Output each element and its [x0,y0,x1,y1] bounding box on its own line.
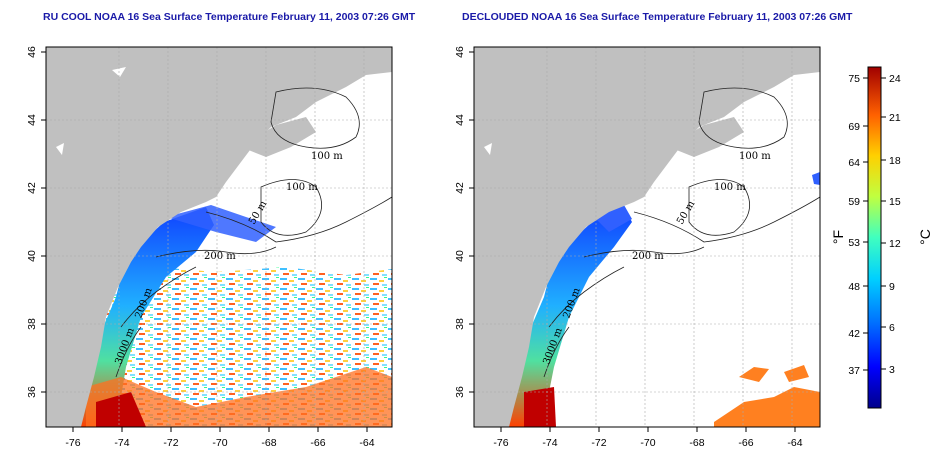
contour-label: 200 m [632,251,664,262]
sst-shelf-data [594,205,632,232]
lat-tick-label: 46 [454,46,466,58]
lat-tick-label: 44 [26,114,38,126]
lat-tick-label: 44 [454,114,466,126]
sst-warm-water [86,367,392,427]
sst-coastal-data [76,207,214,427]
contour-label: 200 m [204,251,236,262]
celsius-tick: 18 [889,155,901,167]
celsius-tick: 24 [889,73,901,85]
lat-tick-label: 46 [26,46,38,58]
colorbar-gradient [867,66,882,409]
lat-lon-grid [46,47,392,427]
right-y-axis: 36 38 40 42 44 46 [454,46,474,398]
celsius-tick: 15 [889,196,901,208]
sst-warm-patch [739,367,769,382]
sst-shelf-data [166,205,276,242]
lon-tick-label: -74 [542,437,557,449]
lat-tick-label: 36 [26,386,38,398]
left-x-axis: -76 -74 -72 -70 -68 -66 -64 [65,427,375,449]
lon-tick-label: -72 [591,437,606,449]
celsius-tick: 9 [889,281,895,293]
fahrenheit-tick: 37 [848,365,860,377]
lon-tick-label: -70 [212,437,227,449]
lat-tick-label: 42 [454,182,466,194]
fahrenheit-tick: 64 [848,157,860,169]
fahrenheit-tick: 53 [848,237,860,249]
sst-coastal-data [504,207,632,427]
lon-tick-label: -64 [359,437,374,449]
contour-label: 100 m [286,182,318,193]
map-frame [473,46,821,428]
celsius-tick: 21 [889,112,901,124]
celsius-unit-label: °C [917,229,933,245]
sst-warm-patch [714,387,820,427]
land-mass [46,47,392,427]
lon-tick-label: -68 [261,437,276,449]
temperature-colorbar: 75 69 64 59 53 48 42 37 24 21 18 15 12 9… [830,66,933,409]
nova-scotia-land [669,117,744,157]
lon-tick-label: -66 [738,437,753,449]
lat-tick-label: 36 [454,386,466,398]
fahrenheit-tick: 42 [848,328,860,340]
lon-tick-label: -68 [689,437,704,449]
lat-lon-grid [474,47,820,427]
contour-label: 100 m [739,151,771,162]
lon-tick-label: -76 [493,437,508,449]
fahrenheit-unit-label: °F [830,230,846,244]
fahrenheit-tick: 69 [848,121,860,133]
celsius-tick: 6 [889,322,895,334]
map-frame [45,46,393,428]
depth-contours [543,87,821,378]
lake-shape [484,143,492,155]
lat-tick-label: 42 [26,182,38,194]
fahrenheit-tick: 48 [848,281,860,293]
contour-label: 100 m [714,182,746,193]
fahrenheit-tick: 75 [848,73,860,85]
lat-tick-label: 40 [26,250,38,262]
land-mass [474,47,820,427]
depth-contours [115,87,393,378]
contour-label: 100 m [311,151,343,162]
lon-tick-label: -72 [163,437,178,449]
lake-shape [56,143,64,155]
celsius-tick: 12 [889,238,901,250]
celsius-tick: 3 [889,364,895,376]
sst-small-patch [812,172,820,185]
lat-tick-label: 38 [26,318,38,330]
lon-tick-label: -70 [640,437,655,449]
lon-tick-label: -74 [114,437,129,449]
left-map-title: RU COOL NOAA 16 Sea Surface Temperature … [43,11,416,23]
lat-tick-label: 38 [454,318,466,330]
sst-gulf-stream [524,387,556,427]
lat-tick-label: 40 [454,250,466,262]
right-map-title: DECLOUDED NOAA 16 Sea Surface Temperatur… [462,11,853,23]
sst-warm-patch [784,365,809,382]
fahrenheit-tick: 59 [848,196,860,208]
right-map-panel: 100 m 100 m 50 m 200 m 200 m 3000 m [473,46,821,428]
left-map-panel: 100 m 100 m 50 m 200 m 200 m 3000 m [45,46,393,428]
lon-tick-label: -76 [65,437,80,449]
nova-scotia-land [241,117,316,157]
lon-tick-label: -66 [310,437,325,449]
left-y-axis: 36 38 40 42 44 46 [26,46,46,398]
right-x-axis: -76 -74 -72 -70 -68 -66 -64 [493,427,803,449]
sst-gulf-stream [96,392,146,427]
lon-tick-label: -64 [787,437,802,449]
